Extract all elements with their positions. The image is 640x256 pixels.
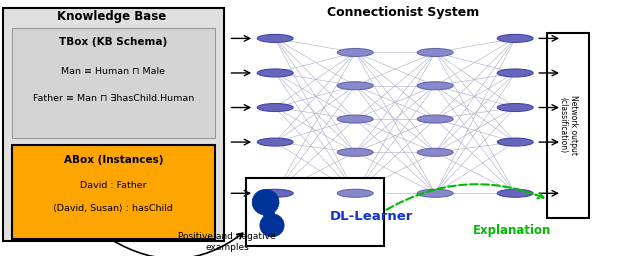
Ellipse shape	[260, 214, 284, 237]
Text: Father ≡ Man ⊓ ∃hasChild.Human: Father ≡ Man ⊓ ∃hasChild.Human	[33, 94, 194, 103]
Ellipse shape	[257, 69, 293, 77]
Ellipse shape	[252, 189, 279, 215]
FancyBboxPatch shape	[547, 33, 589, 218]
Ellipse shape	[417, 189, 453, 197]
Text: Positive and negative
examples: Positive and negative examples	[179, 232, 276, 252]
Ellipse shape	[263, 209, 275, 219]
FancyBboxPatch shape	[12, 145, 215, 239]
Ellipse shape	[257, 189, 293, 197]
Text: Connectionist System: Connectionist System	[327, 6, 479, 19]
Text: David : Father: David : Father	[80, 181, 147, 190]
Text: ABox (Instances): ABox (Instances)	[63, 155, 163, 165]
Ellipse shape	[337, 148, 373, 156]
Text: DL-Learner: DL-Learner	[330, 210, 413, 223]
Ellipse shape	[257, 103, 293, 112]
Ellipse shape	[337, 82, 373, 90]
Ellipse shape	[257, 138, 293, 146]
Ellipse shape	[337, 189, 373, 197]
Ellipse shape	[337, 115, 373, 123]
Text: Network output
(classification): Network output (classification)	[559, 95, 578, 155]
Ellipse shape	[497, 69, 533, 77]
FancyBboxPatch shape	[246, 178, 384, 246]
Ellipse shape	[257, 34, 293, 42]
Ellipse shape	[417, 82, 453, 90]
FancyBboxPatch shape	[3, 8, 224, 241]
Text: ⟨David, Susan⟩ : hasChild: ⟨David, Susan⟩ : hasChild	[53, 204, 173, 213]
Ellipse shape	[497, 103, 533, 112]
Text: Man ≡ Human ⊓ Male: Man ≡ Human ⊓ Male	[61, 67, 165, 76]
Text: TBox (KB Schema): TBox (KB Schema)	[59, 37, 168, 47]
Ellipse shape	[497, 189, 533, 197]
Text: Explanation: Explanation	[473, 224, 551, 237]
Ellipse shape	[417, 115, 453, 123]
Ellipse shape	[497, 34, 533, 42]
Ellipse shape	[497, 138, 533, 146]
Ellipse shape	[337, 48, 373, 57]
Ellipse shape	[417, 48, 453, 57]
FancyBboxPatch shape	[12, 28, 215, 138]
Text: Knowledge Base: Knowledge Base	[58, 10, 166, 23]
Ellipse shape	[417, 148, 453, 156]
